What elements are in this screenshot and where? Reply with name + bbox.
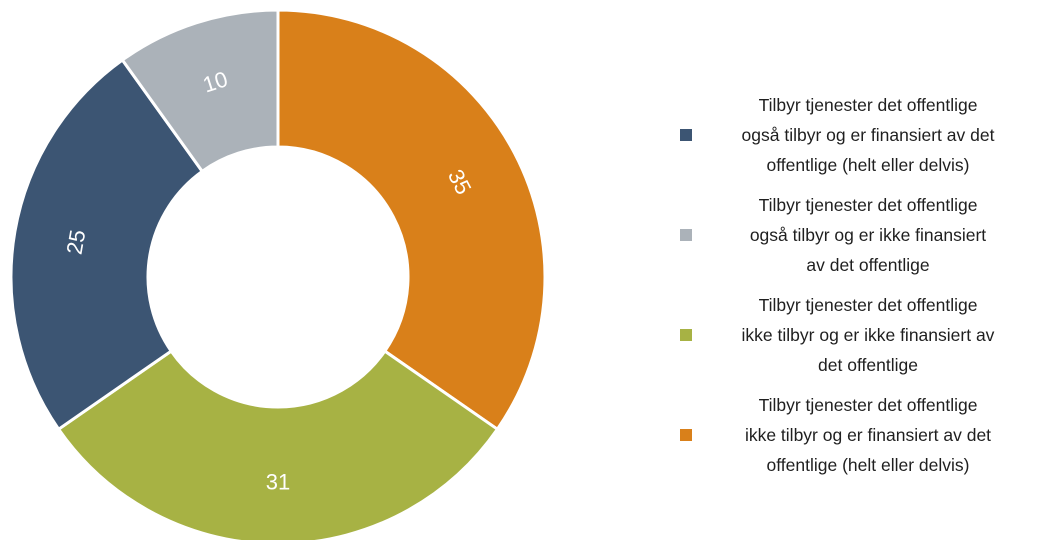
legend-label-3: Tilbyr tjenester det offentlige også til… <box>749 195 987 275</box>
legend-item-2: Tilbyr tjenester det offentlige også til… <box>680 90 1036 180</box>
legend-swatch-3 <box>680 229 692 241</box>
legend-label-1: Tilbyr tjenester det offentlige ikke til… <box>741 295 995 375</box>
legend-swatch-0 <box>680 429 692 441</box>
donut-slice-1 <box>56 349 500 540</box>
legend-item-0: Tilbyr tjenester det offentlige ikke til… <box>680 390 1036 480</box>
legend-swatch-1 <box>680 329 692 341</box>
donut-slice-0 <box>276 8 547 432</box>
slice-value-label-2: 25 <box>62 228 91 256</box>
legend-swatch-2 <box>680 129 692 141</box>
donut-slice-3 <box>120 8 280 174</box>
chart-legend: Tilbyr tjenester det offentlige også til… <box>680 90 1036 490</box>
donut-slices <box>9 8 547 540</box>
legend-item-1: Tilbyr tjenester det offentlige ikke til… <box>680 290 1036 380</box>
slice-value-label-1: 31 <box>266 470 290 495</box>
legend-item-3: Tilbyr tjenester det offentlige også til… <box>680 190 1036 280</box>
legend-label-0: Tilbyr tjenester det offentlige ikke til… <box>744 395 992 475</box>
donut-slice-2 <box>9 57 205 432</box>
legend-label-2: Tilbyr tjenester det offentlige også til… <box>741 95 995 175</box>
